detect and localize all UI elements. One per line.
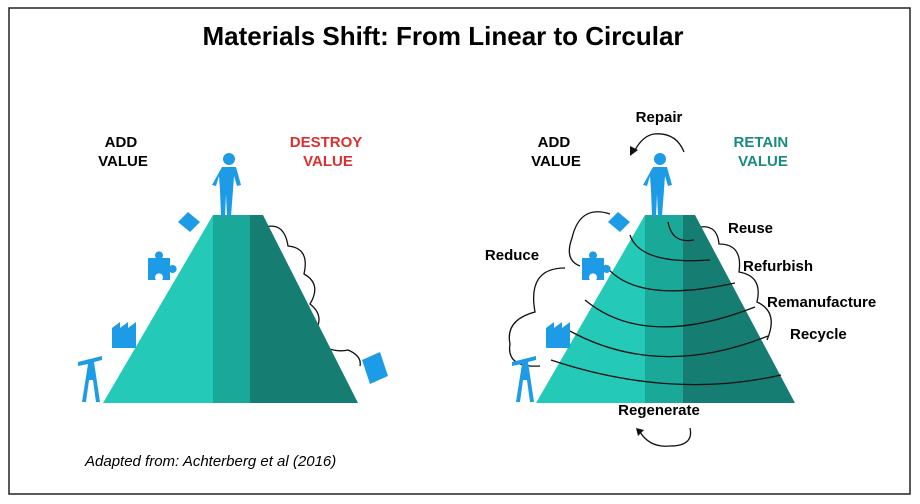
- destroy-value: DESTROY VALUE: [290, 134, 366, 170]
- factory-icon: [546, 322, 570, 348]
- layer-curve: [584, 299, 756, 328]
- layer-curve: [604, 264, 736, 292]
- remanufacture-label: Remanufacture: [767, 294, 876, 311]
- label-line: VALUE: [98, 153, 148, 170]
- person: [643, 153, 672, 216]
- label-line: ADD: [538, 134, 571, 151]
- label-line: DESTROY: [290, 134, 363, 151]
- label-line: ADD: [105, 134, 138, 151]
- puzzle-icon: [582, 251, 611, 280]
- repair-arrow: [633, 133, 685, 153]
- layer-curve: [629, 234, 711, 262]
- layer-curve: [550, 359, 782, 386]
- arrowhead: [630, 146, 638, 156]
- face-middle: [645, 215, 683, 403]
- label-line: VALUE: [303, 153, 353, 170]
- cloud-outline: [261, 225, 361, 367]
- recycle-label: Recycle: [790, 326, 847, 343]
- box-icon: [362, 352, 388, 384]
- add-value-left: ADD VALUE: [98, 134, 148, 170]
- puzzle-icon: [148, 251, 177, 280]
- tag-icon: [608, 212, 630, 232]
- label-line: VALUE: [738, 153, 788, 170]
- reuse-label: Reuse: [728, 220, 773, 237]
- tag-icon: [178, 212, 200, 232]
- person: [212, 153, 241, 216]
- loop-outline: [508, 267, 566, 367]
- retain-value: RETAIN VALUE: [734, 134, 793, 170]
- circular-pyramid: [508, 133, 795, 447]
- caption: Adapted from: Achterberg et al (2016): [84, 453, 336, 470]
- face-right: [250, 215, 358, 403]
- face-left: [103, 215, 213, 403]
- factory-icon: [112, 322, 136, 348]
- layer-curve: [667, 221, 695, 242]
- regenerate-arrow: [639, 427, 692, 447]
- pump-icon: [78, 356, 102, 402]
- layer-curve: [567, 329, 769, 358]
- face-left: [536, 215, 645, 403]
- frame: [8, 7, 911, 495]
- label-line: VALUE: [531, 153, 581, 170]
- face-right: [683, 215, 795, 403]
- loop-outline: [568, 211, 611, 267]
- regenerate-label: Regenerate: [618, 402, 700, 419]
- arrowhead: [636, 428, 644, 436]
- label-line: RETAIN: [734, 134, 789, 151]
- face-middle: [213, 215, 250, 403]
- linear-pyramid: [78, 153, 388, 403]
- reduce-label: Reduce: [485, 247, 539, 264]
- pump-icon: [512, 356, 536, 402]
- refurbish-label: Refurbish: [743, 258, 813, 275]
- add-value-right: ADD VALUE: [531, 134, 581, 170]
- title: Materials Shift: From Linear to Circular: [202, 21, 683, 51]
- repair-label: Repair: [636, 109, 683, 126]
- loop-outline: [694, 226, 772, 341]
